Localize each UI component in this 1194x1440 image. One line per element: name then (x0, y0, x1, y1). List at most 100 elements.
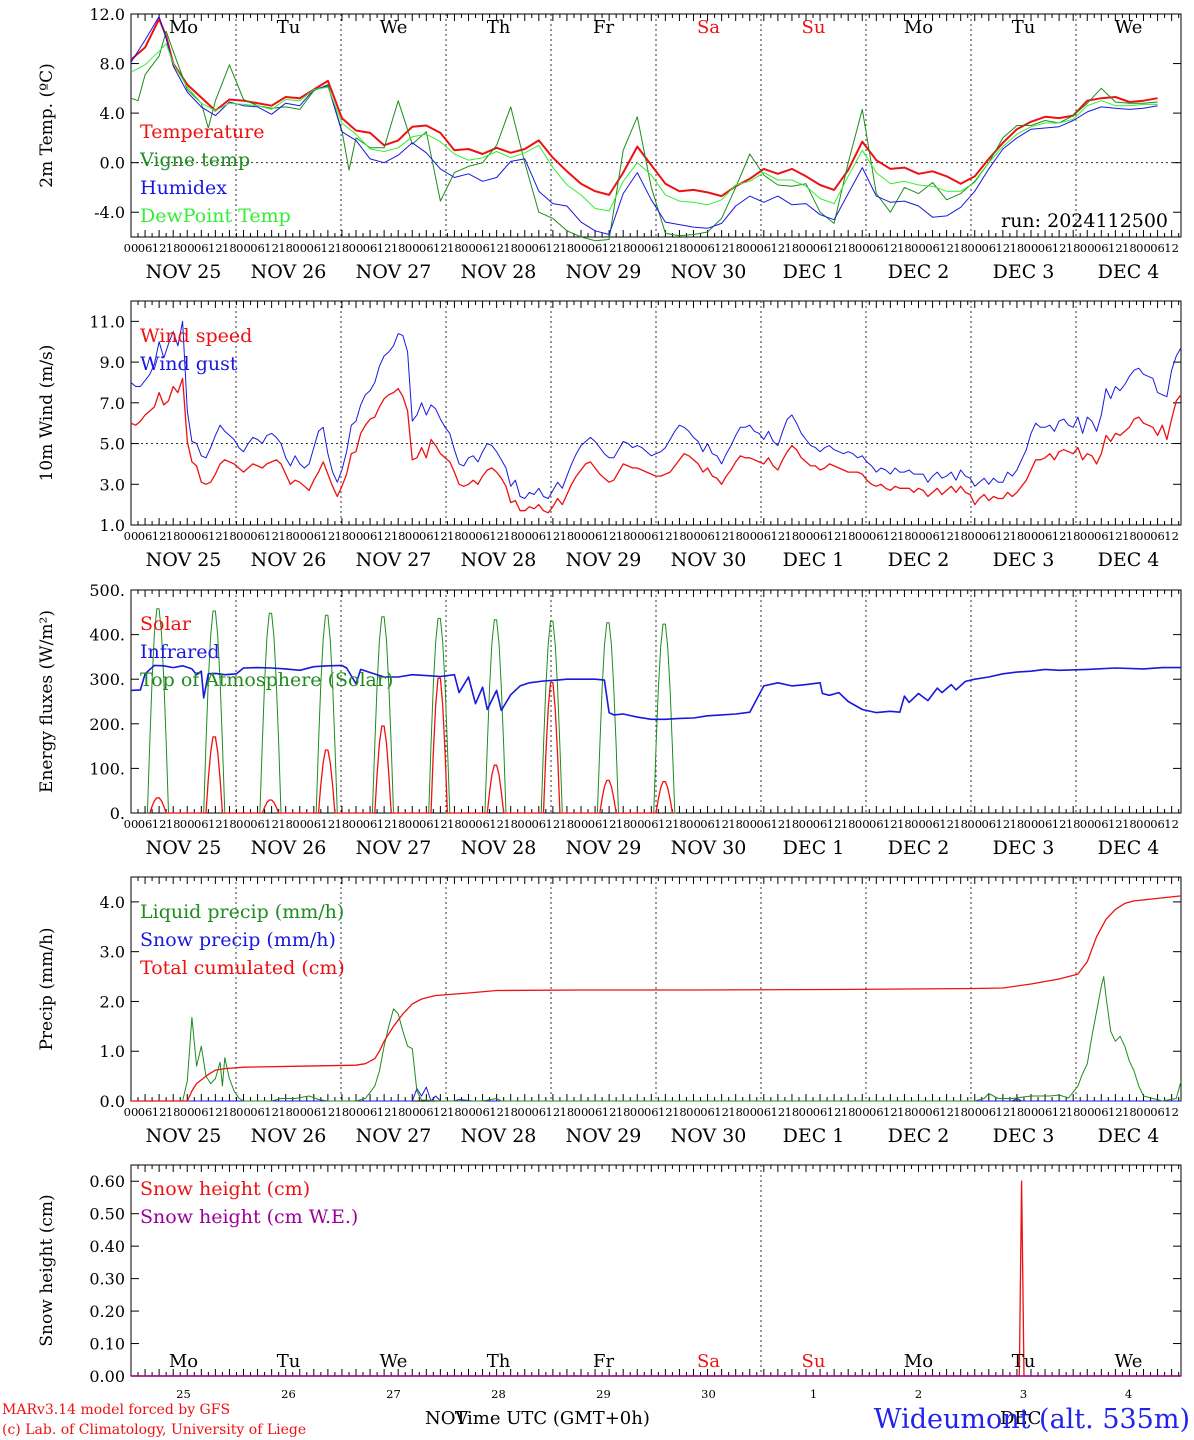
hour-tick-label: 12 (152, 241, 167, 255)
hour-tick-label: 18 (560, 817, 575, 831)
hour-tick-label: 06 (588, 1105, 603, 1119)
hour-tick-label: 12 (1052, 241, 1067, 255)
day-label: NOV 29 (566, 549, 642, 571)
hour-tick-label: 06 (138, 241, 153, 255)
hour-tick-label: 12 (658, 529, 673, 543)
day-number-label: 25 (176, 1387, 191, 1401)
hour-tick-label: 00 (574, 1105, 589, 1119)
hour-tick-label: 00 (124, 817, 139, 831)
hour-tick-label: 12 (771, 241, 786, 255)
hour-tick-label: 18 (222, 817, 237, 831)
hour-tick-label: 12 (546, 1105, 561, 1119)
hour-tick-label: 00 (742, 529, 757, 543)
hour-tick-label: 12 (827, 529, 842, 543)
hour-tick-label: 06 (138, 529, 153, 543)
hour-tick-label: 00 (686, 817, 701, 831)
day-label: DEC 2 (888, 1125, 950, 1147)
hour-tick-label: 06 (194, 1105, 209, 1119)
hour-tick-label: 12 (939, 1105, 954, 1119)
hour-tick-label: 00 (630, 817, 645, 831)
day-label: NOV 25 (146, 1125, 222, 1147)
legend-entry: Vigne temp (139, 149, 250, 171)
y-tick-label: 400. (89, 626, 125, 645)
hour-tick-label: 00 (180, 529, 195, 543)
hour-tick-label: 06 (250, 817, 265, 831)
day-label: DEC 2 (888, 261, 950, 283)
weekday-label: Sa (697, 17, 720, 38)
hour-tick-label: 06 (925, 817, 940, 831)
hour-tick-label: 06 (250, 529, 265, 543)
hour-tick-label: 18 (1010, 1105, 1025, 1119)
hour-tick-label: 00 (1136, 817, 1151, 831)
hour-tick-label: 06 (531, 1105, 546, 1119)
hour-tick-label: 12 (152, 529, 167, 543)
hour-tick-label: 12 (1052, 529, 1067, 543)
legend-entry: DewPoint Temp (140, 205, 291, 227)
y-tick-label: 0.0 (100, 154, 125, 173)
hour-tick-label: 06 (756, 1105, 771, 1119)
hour-tick-label: 18 (1122, 241, 1137, 255)
hour-tick-label: 00 (911, 817, 926, 831)
hour-tick-label: 00 (461, 1105, 476, 1119)
day-label: DEC 1 (783, 261, 845, 283)
hour-tick-label: 18 (335, 241, 350, 255)
hour-tick-label: 18 (616, 817, 631, 831)
day-label: NOV 30 (671, 549, 747, 571)
day-label: NOV 25 (146, 261, 222, 283)
hour-tick-label: 18 (616, 1105, 631, 1119)
hour-tick-label: 00 (574, 817, 589, 831)
hour-tick-label: 12 (1108, 1105, 1123, 1119)
y-tick-label: -4.0 (94, 203, 125, 222)
panel-2: 11.0 9.0 7.0 5.0 3.0 1.0 10m Wind (m/s) Wind sp… (37, 300, 1182, 571)
hour-tick-label: 12 (208, 1105, 223, 1119)
y-tick-label: 5.0 (100, 435, 125, 454)
hour-tick-label: 06 (700, 241, 715, 255)
legend-entry: Infrared (140, 641, 220, 663)
hour-tick-label: 00 (967, 241, 982, 255)
hour-tick-label: 18 (166, 817, 181, 831)
y-tick-label: 0.0 (100, 1092, 125, 1111)
y-tick-label: 0.00 (89, 1367, 125, 1386)
hour-tick-label: 18 (672, 1105, 687, 1119)
hour-tick-label: 12 (1164, 241, 1179, 255)
hour-tick-label: 18 (278, 1105, 293, 1119)
hour-tick-label: 18 (166, 241, 181, 255)
hour-tick-label: 18 (785, 241, 800, 255)
y-tick-label: 0.20 (89, 1302, 125, 1321)
weekday-label: We (1115, 1351, 1143, 1372)
hour-tick-label: 12 (883, 241, 898, 255)
hour-tick-label: 12 (1164, 817, 1179, 831)
hour-tick-label: 12 (939, 817, 954, 831)
hour-tick-label: 06 (1094, 241, 1109, 255)
day-label: DEC 4 (1098, 837, 1160, 859)
hour-tick-label: 06 (1150, 529, 1165, 543)
hour-tick-label: 12 (264, 1105, 279, 1119)
hour-tick-label: 18 (841, 241, 856, 255)
hour-tick-label: 18 (447, 817, 462, 831)
hour-tick-label: 12 (827, 241, 842, 255)
weekday-label: Su (802, 1351, 826, 1372)
hour-tick-label: 18 (728, 529, 743, 543)
hour-tick-label: 00 (1080, 817, 1095, 831)
day-label: NOV 25 (146, 837, 222, 859)
hour-tick-label: 18 (1122, 1105, 1137, 1119)
hour-tick-label: 06 (1094, 817, 1109, 831)
hour-tick-label: 12 (714, 817, 729, 831)
day-label: NOV 28 (461, 1125, 537, 1147)
hour-tick-label: 12 (264, 241, 279, 255)
legend-entry: Wind speed (140, 325, 252, 347)
hour-tick-label: 00 (461, 241, 476, 255)
weekday-label: Fr (593, 17, 614, 38)
series-line (130, 43, 1158, 212)
hour-tick-label: 18 (391, 529, 406, 543)
hour-tick-label: 12 (602, 817, 617, 831)
hour-tick-label: 06 (981, 817, 996, 831)
hour-tick-label: 12 (771, 817, 786, 831)
hour-tick-label: 00 (855, 529, 870, 543)
weekday-label: We (380, 17, 408, 38)
series-line (146, 608, 676, 814)
hour-tick-label: 12 (433, 1105, 448, 1119)
hour-tick-label: 00 (292, 1105, 307, 1119)
series-line (130, 16, 1158, 235)
hour-tick-label: 18 (166, 1105, 181, 1119)
